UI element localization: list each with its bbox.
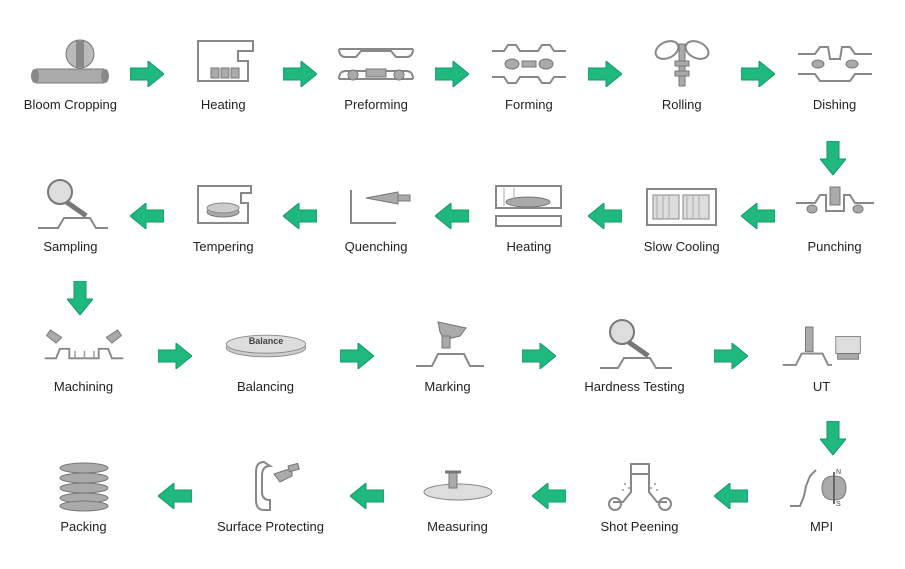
step-hardness-testing: Hardness Testing [560,318,710,394]
arrow-left-icon [434,203,470,229]
step-dishing: Dishing [776,36,893,112]
label: Measuring [427,519,488,534]
marking-icon [403,318,493,373]
step-machining: Machining [14,318,154,394]
label: Dishing [813,97,856,112]
step-slow-cooling: Slow Cooling [623,178,740,255]
arrow-left-icon [587,203,623,229]
preforming-icon [331,36,421,91]
heating-icon [484,178,574,233]
measuring-icon [413,458,503,513]
label: Rolling [662,97,702,112]
label: Sampling [43,239,97,254]
slow-cooling-icon [637,178,727,233]
bloom-cropping-icon [25,36,115,91]
step-preforming: Preforming [318,36,435,112]
shot-peening-icon [595,458,685,513]
surface-protecting-icon [226,458,316,513]
label: Bloom Cropping [24,97,117,112]
step-mpi: N S MPI [752,458,892,534]
label: Machining [54,379,113,394]
packing-icon [39,458,129,513]
label: MPI [810,519,833,534]
step-punching: Punching [776,178,893,254]
label: Marking [424,379,470,394]
balancing-icon: Balance [221,318,311,373]
arrow-right-icon [339,343,375,369]
label: Punching [807,239,861,254]
label: Hardness Testing [584,379,684,394]
label: Slow Cooling [644,239,720,255]
dishing-icon [790,36,880,91]
row-0: Bloom Cropping Heating Preforming [0,36,905,112]
step-ut: UT [752,318,892,394]
arrow-left-icon [349,483,385,509]
arrow-left-icon [713,483,749,509]
arrow-left-icon [282,203,318,229]
step-packing: Packing [14,458,154,534]
step-shot-peening: Shot Peening [570,458,710,534]
arrow-right-icon [713,343,749,369]
label: UT [813,379,830,394]
label: Quenching [345,239,408,254]
label: Balancing [237,379,294,394]
heating-icon [178,36,268,91]
label: Surface Protecting [217,519,324,534]
tempering-icon [178,178,268,233]
arrow-right-icon [587,61,623,87]
step-tempering: Tempering [165,178,282,254]
ut-icon [777,318,867,373]
arrow-down-icon [818,140,848,176]
arrow-down-icon [65,280,95,316]
label: Tempering [193,239,254,254]
quenching-icon [331,178,421,233]
step-balancing: Balance Balancing [196,318,336,394]
label: Heating [506,239,551,254]
step-marking: Marking [378,318,518,394]
mpi-icon: N S [777,458,867,513]
forming-icon [484,36,574,91]
arrow-right-icon [740,61,776,87]
step-bloom-cropping: Bloom Cropping [12,36,129,112]
svg-text:S: S [836,501,841,508]
arrow-left-icon [129,203,165,229]
arrow-left-icon [531,483,567,509]
arrow-right-icon [521,343,557,369]
row-2: Machining Balance Balancing Marking [0,318,905,394]
arrow-left-icon [157,483,193,509]
row-1: Sampling Tempering Quenching [0,178,905,255]
step-surface-protecting: Surface Protecting [196,458,346,534]
arrow-right-icon [434,61,470,87]
arrow-down-icon [818,420,848,456]
step-rolling: Rolling [623,36,740,112]
hardness-testing-icon [590,318,680,373]
step-sampling: Sampling [12,178,129,254]
arrow-right-icon [157,343,193,369]
arrow-left-icon [740,203,776,229]
machining-icon [39,318,129,373]
step-forming: Forming [470,36,587,112]
label: Packing [60,519,106,534]
label: Preforming [344,97,408,112]
row-3: Packing Surface Protecting Measuring [0,458,905,534]
step-quenching: Quenching [318,178,435,254]
step-heating-1: Heating [165,36,282,112]
balance-text: Balance [248,336,283,346]
step-heating-2: Heating [470,178,587,254]
sampling-icon [25,178,115,233]
label: Shot Peening [600,519,678,534]
step-measuring: Measuring [388,458,528,534]
svg-text:N: N [836,469,841,476]
rolling-icon [637,36,727,91]
arrow-right-icon [129,61,165,87]
punching-icon [790,178,880,233]
label: Forming [505,97,553,112]
arrow-right-icon [282,61,318,87]
label: Heating [201,97,246,112]
